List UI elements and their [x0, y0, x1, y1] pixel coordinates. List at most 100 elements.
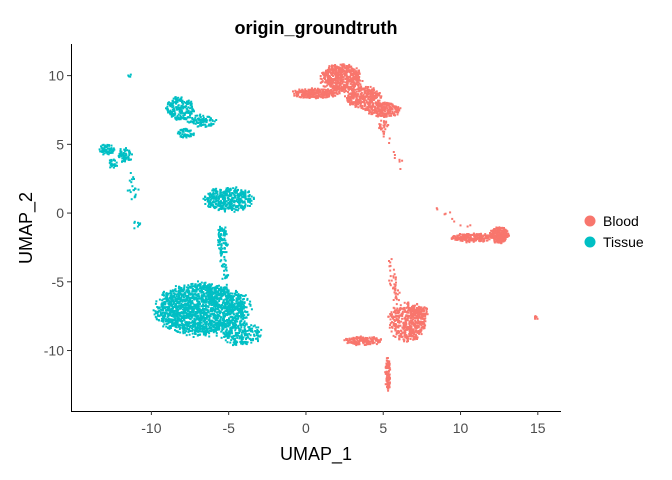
point-tissue-c8-1273 [195, 330, 198, 333]
point-blood-c6-173 [464, 234, 467, 236]
point-tissue-c8-603 [229, 292, 232, 295]
point-tissue-c8-1052 [233, 322, 236, 325]
point-blood-c3-123 [398, 109, 401, 112]
point-blood-c7-179 [422, 317, 425, 320]
point-tissue-c6-349 [226, 190, 229, 193]
point-blood-c1-213 [309, 88, 312, 91]
point-tissue-c4-54 [118, 152, 121, 155]
point-blood-c3-136 [376, 113, 379, 116]
point-blood-c1-119 [323, 96, 326, 99]
point-tissue-c8-941 [234, 306, 237, 309]
point-tissue-c6-351 [226, 206, 229, 209]
point-blood-c2-316 [355, 93, 358, 96]
point-tissue-c2-3 [177, 130, 180, 133]
point-tissue-c6-82 [243, 200, 246, 203]
point-tissue-c8-24 [183, 319, 186, 322]
point-tissue-c8-450 [184, 327, 187, 330]
point-blood-c2-270 [366, 95, 369, 98]
point-tissue-c8-664 [188, 310, 191, 313]
point-tissue-c8-554 [159, 308, 162, 311]
point-tissue-c7-77 [224, 226, 227, 229]
point-tissue-c8-1191 [232, 323, 234, 326]
point-tissue-c0-193 [179, 112, 182, 115]
point-blood-c6-209 [459, 238, 462, 241]
point-tissue-c6-344 [241, 207, 244, 210]
point-blood-c7-306 [392, 317, 394, 320]
point-tissue-c8-627 [185, 289, 188, 292]
point-blood-c5-158 [504, 239, 507, 242]
point-tissue-c7-47 [218, 247, 221, 250]
point-tissue-c6-105 [202, 197, 205, 200]
point-blood-c0-466 [341, 76, 344, 79]
point-blood-c0-334 [326, 74, 329, 77]
point-tissue-c3-58 [106, 145, 108, 148]
point-blood-c9-116 [366, 342, 369, 345]
point-blood-c6-190 [457, 238, 460, 241]
point-blood-c2-144 [363, 99, 366, 102]
point-blood-c9-83 [345, 337, 348, 340]
point-blood-c0-498 [337, 86, 340, 89]
point-tissue-c6-282 [222, 201, 225, 204]
point-blood-c5-87 [494, 234, 497, 237]
point-tissue-c0-112 [182, 102, 185, 105]
point-tissue-c6-108 [232, 187, 235, 190]
point-tissue-c6-174 [221, 198, 224, 201]
point-tissue-c7-76 [219, 229, 222, 232]
point-blood-trail2-0 [451, 217, 454, 220]
point-tissue-c3-47 [102, 148, 105, 151]
point-tissue-c8-1206 [218, 326, 220, 329]
point-tissue-c6-368 [235, 199, 238, 202]
point-blood-c9-50 [350, 340, 353, 343]
point-tissue-c8-1124 [185, 304, 188, 307]
point-tissue-c6-323 [211, 195, 214, 198]
point-tissue-c0-82 [172, 97, 175, 100]
point-tissue-c6-149 [215, 195, 218, 198]
point-blood-c6-194 [458, 237, 461, 239]
point-tissue-c6-39 [239, 201, 242, 204]
point-blood-c3-62 [386, 107, 389, 110]
point-tissue-c8-1127 [234, 320, 237, 323]
point-blood-c0-416 [337, 77, 340, 80]
point-blood-c1-226 [330, 92, 333, 94]
point-blood-c9-129 [360, 338, 363, 341]
point-tissue-c1-10 [188, 121, 191, 124]
point-blood-c6-126 [456, 235, 459, 237]
point-blood-c1-248 [310, 90, 313, 93]
point-blood-c0-141 [339, 63, 342, 66]
point-blood-c4-20 [382, 132, 385, 135]
point-blood-trail0-23 [395, 296, 398, 299]
point-blood-c7-177 [394, 327, 397, 330]
point-tissue-c8-954 [182, 295, 185, 298]
point-blood-c10-22 [384, 383, 387, 386]
point-blood-c7-12 [413, 335, 415, 338]
point-tissue-c8-708 [183, 287, 186, 290]
point-blood-c2-242 [362, 96, 365, 98]
point-tissue-c8-1023 [236, 303, 239, 306]
point-tissue-c6-315 [220, 193, 223, 196]
point-tissue-c8-295 [171, 324, 174, 327]
point-blood-c2-206 [378, 94, 381, 97]
point-tissue-c8-1151 [208, 296, 211, 299]
point-tissue-c8-1090 [187, 296, 190, 299]
point-blood-c1-77 [323, 91, 326, 93]
point-tissue-c7-74 [220, 239, 223, 241]
point-blood-c0-242 [349, 82, 352, 85]
point-blood-c9-105 [377, 340, 379, 343]
point-blood-c5-212 [493, 229, 496, 232]
point-tissue-c0-192 [175, 100, 178, 103]
point-tissue-c6-107 [233, 210, 236, 213]
point-tissue-c8-474 [203, 282, 206, 285]
point-blood-c0-181 [347, 85, 350, 88]
point-blood-c7-437 [410, 333, 413, 336]
point-blood-c0-305 [334, 87, 337, 90]
point-blood-c9-84 [371, 340, 374, 342]
point-tissue-c8-1382 [189, 317, 192, 320]
point-blood-c0-313 [339, 73, 342, 76]
point-blood-c10-87 [386, 374, 389, 376]
point-tissue-c8-1345 [181, 308, 184, 311]
point-tissue-c8-491 [197, 280, 199, 283]
point-blood-c4-12 [383, 120, 385, 123]
point-blood-c6-117 [450, 237, 453, 240]
point-blood-c7-199 [395, 331, 398, 334]
point-blood-c1-94 [322, 95, 324, 98]
